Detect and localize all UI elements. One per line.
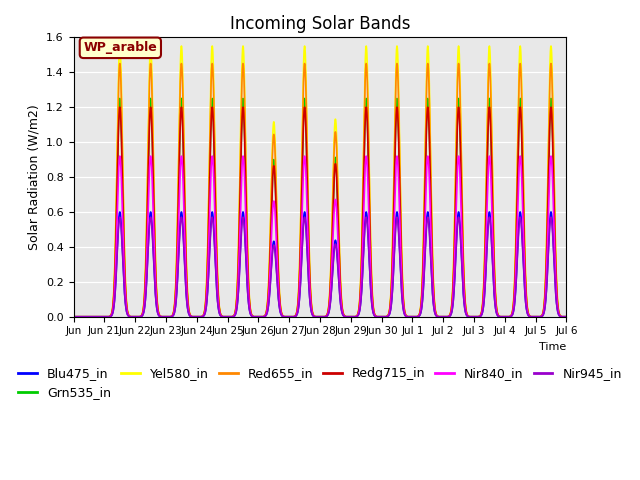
Nir945_in	[362, 221, 369, 227]
Grn535_in	[70, 314, 77, 320]
Line: Redg715_in: Redg715_in	[74, 107, 566, 317]
Grn535_in	[435, 314, 443, 320]
Yel580_in	[95, 314, 102, 320]
Grn535_in	[563, 314, 570, 320]
Redg715_in	[362, 118, 369, 123]
Blu475_in	[461, 308, 469, 314]
Line: Nir945_in: Nir945_in	[74, 217, 566, 317]
Nir840_in	[435, 314, 443, 320]
Text: Time: Time	[539, 342, 566, 352]
Nir840_in	[383, 314, 390, 320]
Red655_in	[547, 60, 555, 66]
Title: Incoming Solar Bands: Incoming Solar Bands	[230, 15, 410, 33]
Grn535_in	[383, 313, 390, 319]
Nir840_in	[248, 313, 256, 319]
Blu475_in	[362, 216, 369, 222]
Nir840_in	[547, 153, 555, 159]
Nir945_in	[547, 215, 555, 220]
Nir945_in	[563, 314, 570, 320]
Nir840_in	[461, 305, 469, 311]
Line: Nir840_in: Nir840_in	[74, 156, 566, 317]
Red655_in	[70, 314, 77, 320]
Redg715_in	[461, 302, 469, 308]
Grn535_in	[95, 314, 102, 320]
Redg715_in	[95, 314, 102, 320]
Nir840_in	[563, 314, 570, 320]
Red655_in	[461, 300, 469, 305]
Grn535_in	[362, 109, 369, 115]
Nir945_in	[383, 314, 390, 320]
Blu475_in	[435, 314, 443, 320]
Nir945_in	[70, 314, 77, 320]
Yel580_in	[547, 43, 555, 49]
Line: Yel580_in: Yel580_in	[74, 46, 566, 317]
Redg715_in	[563, 314, 570, 320]
Nir840_in	[95, 314, 102, 320]
Red655_in	[383, 313, 390, 319]
Nir945_in	[461, 308, 469, 314]
Red655_in	[563, 314, 570, 320]
Legend: Blu475_in, Grn535_in, Yel580_in, Red655_in, Redg715_in, Nir840_in, Nir945_in: Blu475_in, Grn535_in, Yel580_in, Red655_…	[13, 362, 627, 404]
Redg715_in	[248, 313, 256, 319]
Yel580_in	[461, 299, 469, 304]
Blu475_in	[383, 314, 390, 320]
Nir945_in	[95, 314, 102, 320]
Redg715_in	[383, 313, 390, 319]
Line: Red655_in: Red655_in	[74, 63, 566, 317]
Yel580_in	[362, 60, 369, 66]
Red655_in	[435, 314, 443, 320]
Blu475_in	[248, 313, 256, 319]
Red655_in	[362, 77, 369, 83]
Yel580_in	[383, 313, 390, 319]
Y-axis label: Solar Radiation (W/m2): Solar Radiation (W/m2)	[28, 104, 40, 250]
Redg715_in	[70, 314, 77, 320]
Blu475_in	[563, 314, 570, 320]
Nir840_in	[362, 164, 369, 169]
Yel580_in	[563, 314, 570, 320]
Grn535_in	[461, 301, 469, 307]
Text: WP_arable: WP_arable	[83, 41, 157, 54]
Nir945_in	[248, 313, 256, 319]
Nir840_in	[70, 314, 77, 320]
Blu475_in	[547, 209, 555, 215]
Yel580_in	[70, 314, 77, 320]
Blu475_in	[95, 314, 102, 320]
Nir945_in	[435, 314, 443, 320]
Redg715_in	[435, 314, 443, 320]
Line: Blu475_in: Blu475_in	[74, 212, 566, 317]
Blu475_in	[70, 314, 77, 320]
Grn535_in	[547, 96, 555, 101]
Line: Grn535_in: Grn535_in	[74, 98, 566, 317]
Red655_in	[95, 314, 102, 320]
Yel580_in	[248, 312, 256, 318]
Yel580_in	[435, 314, 443, 320]
Red655_in	[248, 312, 256, 318]
Redg715_in	[547, 104, 555, 110]
Grn535_in	[248, 313, 256, 319]
